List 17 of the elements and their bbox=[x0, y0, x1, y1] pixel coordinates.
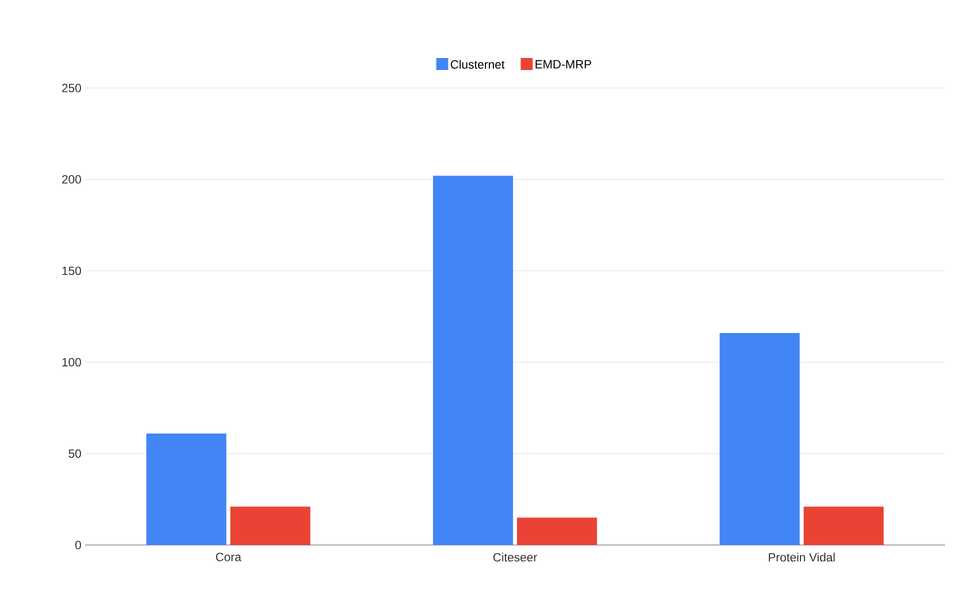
bar bbox=[146, 433, 226, 545]
y-tick-label: 100 bbox=[62, 358, 82, 366]
y-tick-label: 200 bbox=[62, 175, 82, 184]
bar bbox=[804, 506, 884, 545]
legend-label: EMD-MRP bbox=[536, 60, 592, 68]
bar bbox=[433, 176, 514, 545]
x-tick-label: Cora bbox=[216, 552, 242, 562]
legend-label: Clusternet bbox=[450, 60, 505, 69]
bar bbox=[230, 506, 310, 545]
bar bbox=[517, 518, 598, 545]
bar bbox=[720, 332, 800, 545]
y-tick-label: 150 bbox=[62, 266, 82, 276]
y-tick-label: 50 bbox=[68, 449, 82, 458]
x-tick-label: Citeseer bbox=[493, 552, 538, 562]
x-tick-label: Protein Vidal bbox=[768, 552, 835, 562]
y-tick-label: 0 bbox=[75, 540, 82, 550]
y-tick-label: 250 bbox=[62, 84, 82, 92]
